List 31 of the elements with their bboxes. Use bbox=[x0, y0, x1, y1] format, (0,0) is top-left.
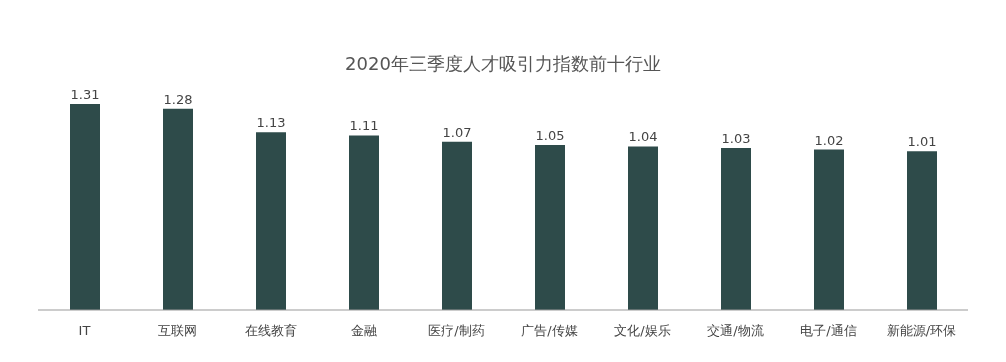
x-tick-label: 金融 bbox=[350, 323, 377, 339]
data-label: 1.01 bbox=[907, 134, 937, 150]
x-tick-label: 互联网 bbox=[158, 323, 197, 339]
x-tick-label: IT bbox=[78, 323, 91, 339]
data-label: 1.07 bbox=[442, 124, 472, 140]
x-tick-label: 电子/通信 bbox=[800, 323, 857, 339]
data-label: 1.13 bbox=[256, 115, 286, 131]
data-label: 1.28 bbox=[163, 91, 193, 107]
x-tick-label: 在线教育 bbox=[244, 323, 297, 339]
data-label: 1.05 bbox=[535, 127, 565, 143]
data-label: 1.31 bbox=[70, 87, 100, 102]
x-tick-label: 广告/传媒 bbox=[521, 323, 578, 339]
bar bbox=[349, 135, 379, 310]
x-tick-label: 新能源/环保 bbox=[886, 323, 957, 339]
x-tick-label: 医疗/制药 bbox=[428, 323, 485, 339]
bar bbox=[163, 108, 193, 310]
data-label: 1.03 bbox=[721, 131, 751, 147]
bar bbox=[814, 149, 844, 310]
bar bbox=[70, 104, 100, 310]
data-label: 1.11 bbox=[349, 118, 379, 134]
x-tick-label: 交通/物流 bbox=[707, 323, 764, 339]
bar bbox=[535, 144, 565, 310]
chart-title: 2020年三季度人才吸引力指数前十行业 bbox=[344, 52, 662, 76]
data-label: 1.02 bbox=[814, 132, 844, 148]
data-label: 1.04 bbox=[628, 129, 658, 145]
bar bbox=[628, 146, 658, 310]
bar bbox=[721, 148, 751, 310]
bar bbox=[256, 132, 286, 310]
bar bbox=[442, 141, 472, 310]
x-tick-label: 文化/娱乐 bbox=[614, 323, 671, 339]
bar bbox=[907, 151, 937, 310]
